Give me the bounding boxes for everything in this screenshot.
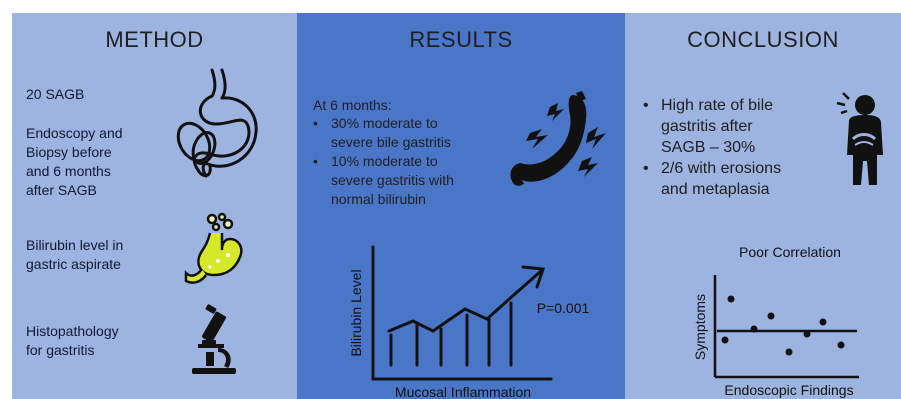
conclusion-chart-point xyxy=(767,312,775,320)
stomach-outline-icon xyxy=(176,68,258,178)
results-intro: At 6 months: xyxy=(313,97,392,113)
conclusion-chart-point xyxy=(727,295,735,303)
method-panel: METHOD 20 SAGB Endoscopy and Biopsy befo… xyxy=(12,13,297,399)
microscope-icon xyxy=(192,304,236,374)
conclusion-heading: CONCLUSION xyxy=(687,27,839,52)
results-bullet: 10% moderate to severe gastritis with no… xyxy=(309,152,509,209)
conclusion-chart-point xyxy=(721,336,729,344)
inflamed-stomach-icon xyxy=(510,91,606,186)
results-panel: RESULTS At 6 months: 30% moderate to sev… xyxy=(297,13,625,399)
conclusion-chart: Poor Correlation Symptoms Endoscopic Fin… xyxy=(692,244,859,398)
results-heading: RESULTS xyxy=(409,27,513,52)
method-heading: METHOD xyxy=(105,27,204,52)
conclusion-bullet: 2/6 with erosions and metaplasia xyxy=(639,158,839,200)
method-item-histopathology: Histopathology for gastritis xyxy=(26,323,119,358)
conclusion-chart-point xyxy=(837,341,845,349)
results-chart-xlabel: Mucosal Inflammation xyxy=(395,384,531,399)
results-chart: Bilirubin Level Mucosal Inflammation P=0… xyxy=(348,245,590,399)
results-bullet: 30% moderate to severe bile gastritis xyxy=(309,114,509,152)
conclusion-bullet: High rate of bile gastritis after SAGB –… xyxy=(639,95,839,158)
stomach-bile-icon xyxy=(184,212,243,284)
conclusion-chart-ylabel: Symptoms xyxy=(692,294,708,360)
conclusion-chart-xlabel: Endoscopic Findings xyxy=(724,382,853,398)
conclusion-chart-point xyxy=(750,325,758,333)
conclusion-chart-point xyxy=(819,318,827,326)
conclusion-panel: CONCLUSION High rate of bile gastritis a… xyxy=(625,13,901,399)
results-chart-trend-line xyxy=(387,269,543,333)
conclusion-chart-point xyxy=(785,348,793,356)
method-item-sagb: 20 SAGB xyxy=(26,86,85,102)
method-item-endoscopy: Endoscopy and Biopsy before and 6 months… xyxy=(26,125,123,198)
conclusion-chart-point xyxy=(803,330,811,338)
results-bullet-list: 30% moderate to severe bile gastritis 10… xyxy=(309,114,509,209)
results-chart-ylabel: Bilirubin Level xyxy=(348,269,364,356)
stomach-pain-person-icon xyxy=(836,92,883,185)
method-item-bilirubin: Bilirubin level in gastric aspirate xyxy=(26,237,124,272)
results-chart-pvalue: P=0.001 xyxy=(537,300,590,316)
results-chart-arrowhead xyxy=(521,265,546,289)
conclusion-chart-title: Poor Correlation xyxy=(739,244,841,260)
conclusion-bullet-list: High rate of bile gastritis after SAGB –… xyxy=(639,95,839,200)
